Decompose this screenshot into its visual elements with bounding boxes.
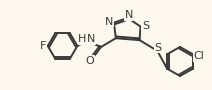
Text: N: N [124,10,133,20]
Text: Cl: Cl [193,51,204,61]
Text: S: S [142,21,149,31]
Text: O: O [86,56,95,66]
Text: F: F [40,41,46,51]
Text: S: S [155,43,162,53]
Text: N: N [105,17,113,27]
Text: H: H [78,34,86,44]
Text: N: N [87,34,96,44]
